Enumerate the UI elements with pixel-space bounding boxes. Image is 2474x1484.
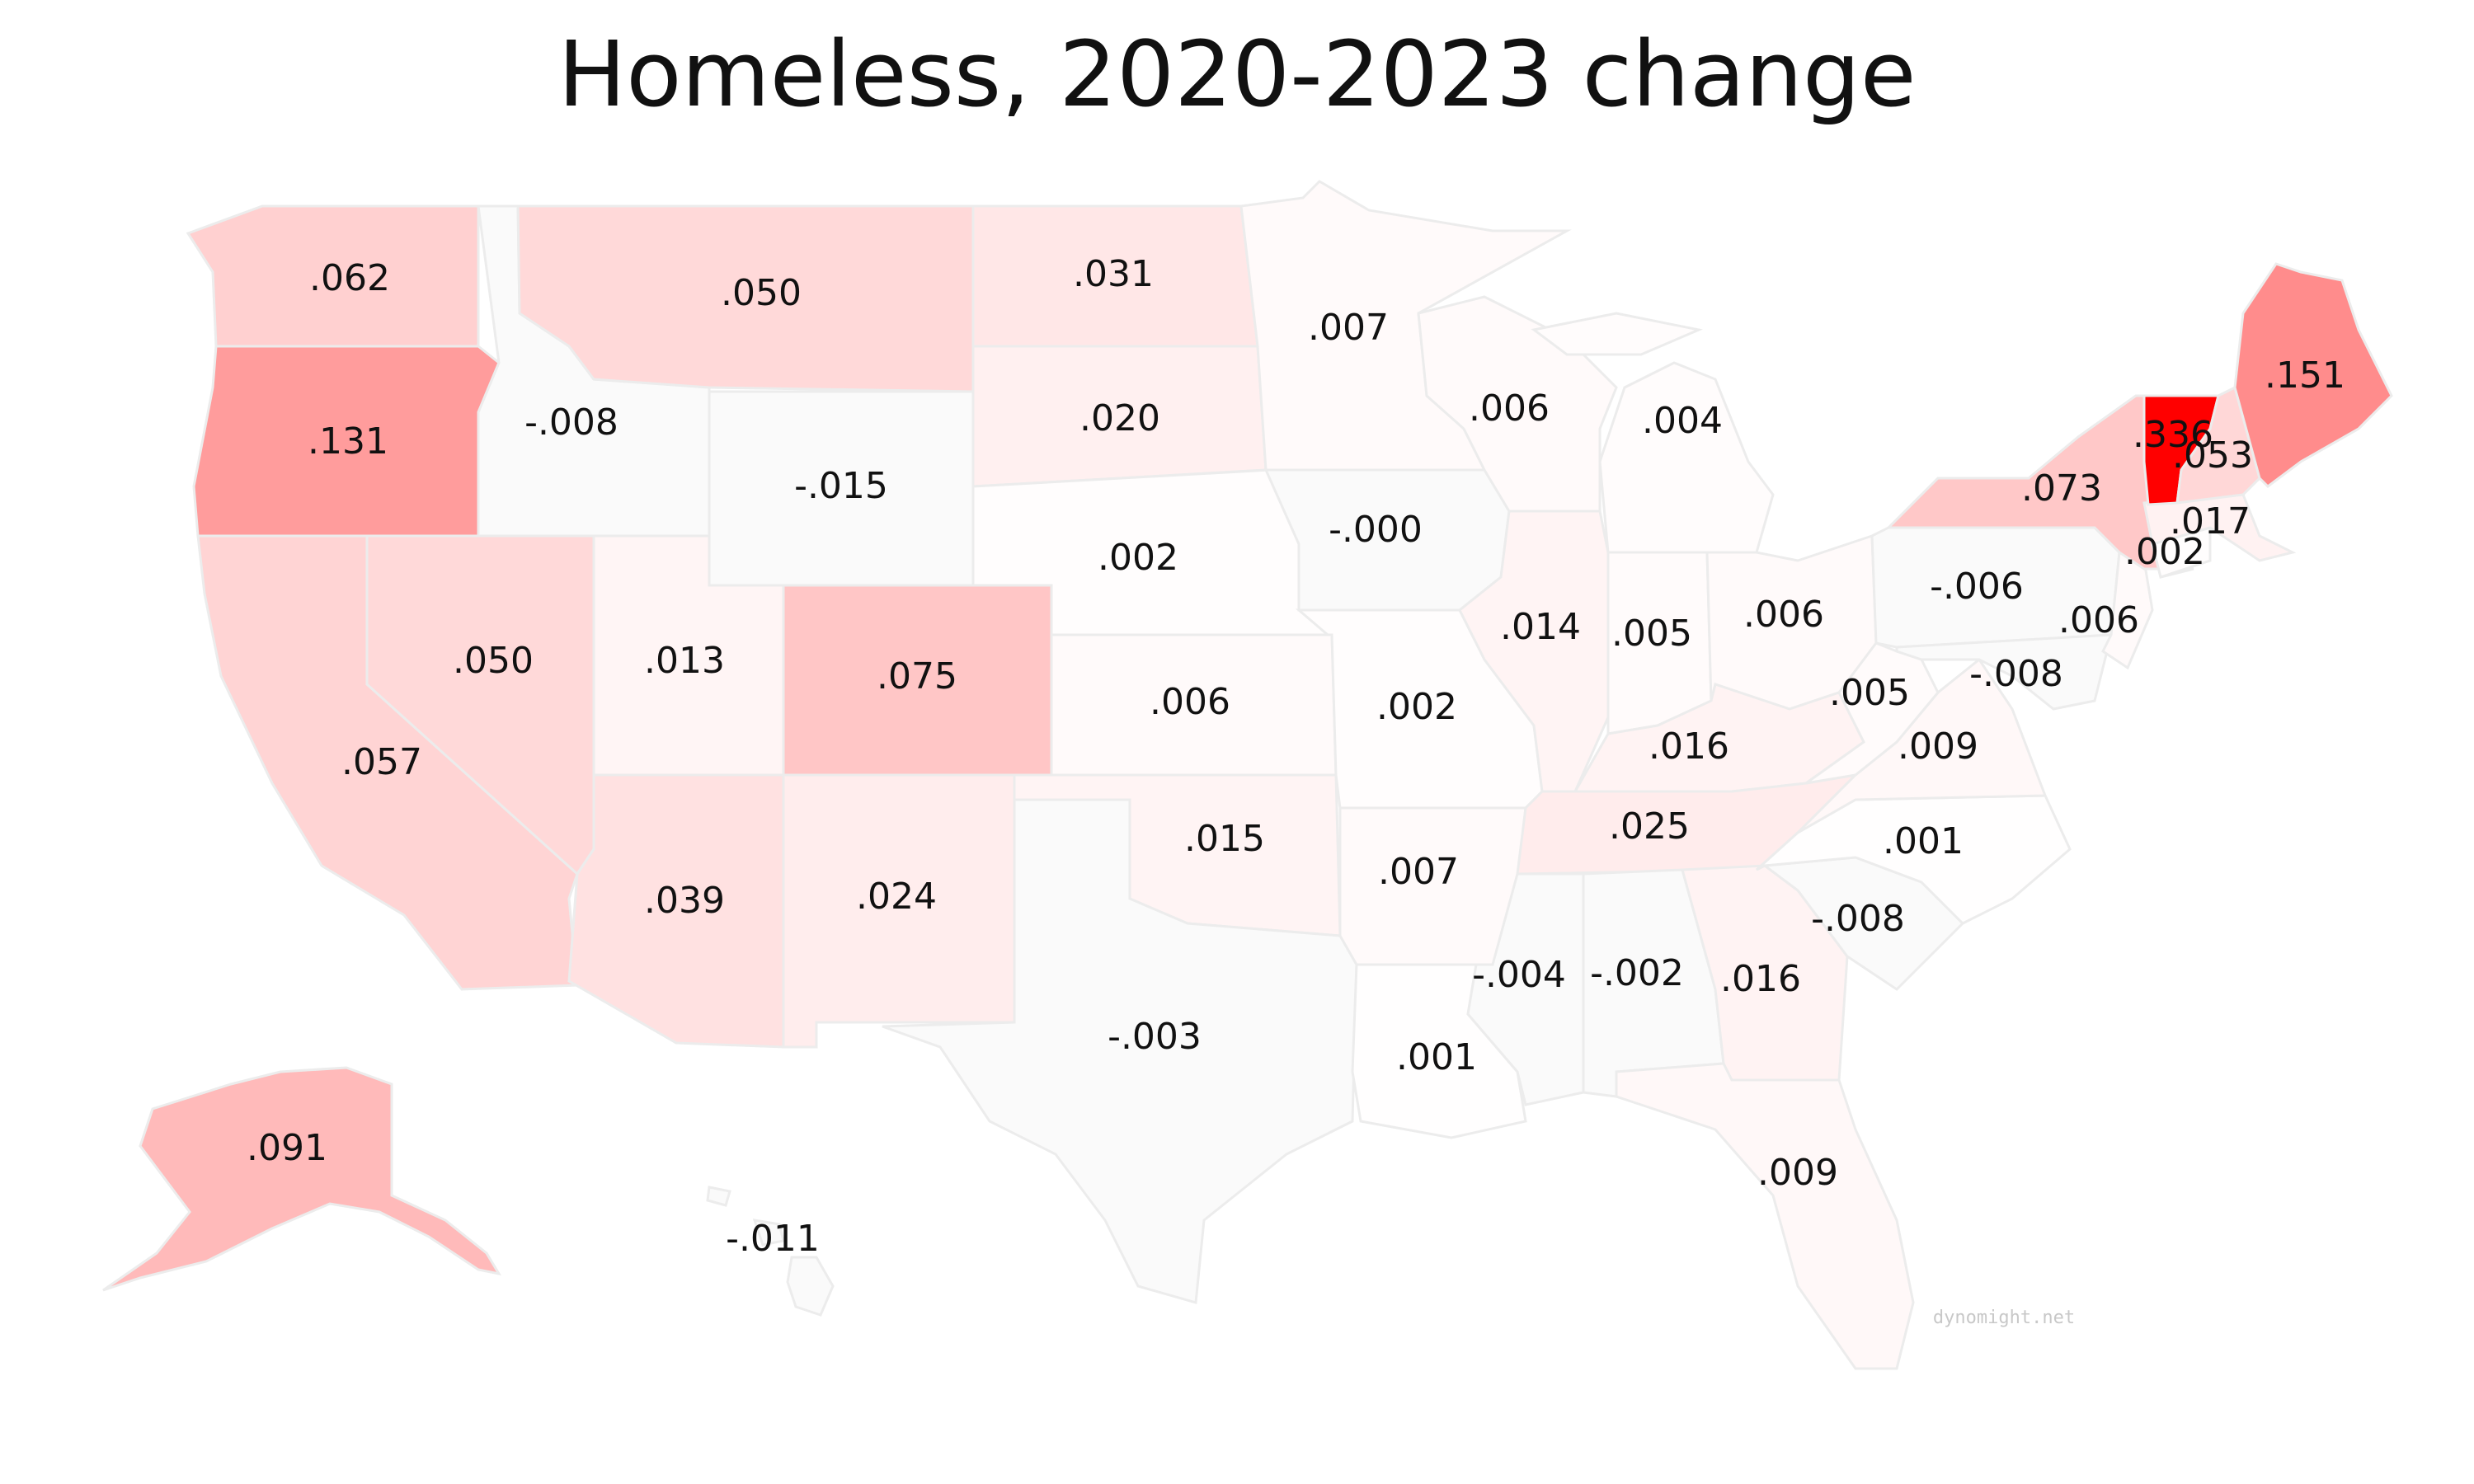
value-label-mt: .050 xyxy=(721,272,802,314)
value-label-nh: .053 xyxy=(2172,434,2253,477)
value-label-nj: .006 xyxy=(2058,599,2139,641)
value-label-co: .075 xyxy=(877,655,957,697)
state-ma xyxy=(2142,493,2297,562)
value-label-sd: .020 xyxy=(1079,397,1160,439)
value-label-ga: .016 xyxy=(1720,958,1801,1000)
state-value-labels: .062 .131 .057 -.008 .050 .050 -.015 .013 .039 .0… xyxy=(247,253,2345,1260)
value-label-ia: -.000 xyxy=(1329,509,1423,551)
value-label-ks: .006 xyxy=(1150,681,1230,723)
value-label-hi: -.011 xyxy=(726,1218,820,1260)
value-label-wv: .005 xyxy=(1829,672,1910,714)
value-label-mi: .004 xyxy=(1642,400,1723,442)
value-label-pa: -.006 xyxy=(1930,566,2024,608)
value-label-mn: .007 xyxy=(1308,307,1389,349)
value-label-nm: .024 xyxy=(856,876,937,918)
value-label-wy: -.015 xyxy=(794,465,888,507)
value-label-nc: .001 xyxy=(1883,820,1964,862)
value-label-il: .014 xyxy=(1500,606,1581,648)
value-label-ca: .057 xyxy=(341,741,422,783)
map-title: Homeless, 2020-2023 change xyxy=(557,21,1917,127)
state-md xyxy=(1895,633,2113,711)
value-label-vt: .336 xyxy=(2133,414,2213,456)
value-label-md: -.008 xyxy=(1969,653,2063,695)
value-label-ar: .007 xyxy=(1378,851,1459,893)
value-label-oh: .006 xyxy=(1743,594,1824,636)
value-label-va: .009 xyxy=(1898,726,1978,768)
state-mi xyxy=(1531,312,1775,554)
state-hi xyxy=(706,1186,835,1317)
state-tx xyxy=(882,798,1358,1304)
value-label-ne: .002 xyxy=(1098,537,1178,579)
value-label-ak: .091 xyxy=(247,1127,327,1169)
value-label-al: -.002 xyxy=(1590,952,1684,994)
value-label-sc: -.008 xyxy=(1811,898,1905,940)
state-me xyxy=(2233,262,2393,488)
value-label-ut: .013 xyxy=(644,640,725,682)
value-label-wi: .006 xyxy=(1469,387,1550,430)
value-label-nv: .050 xyxy=(453,640,534,682)
value-label-ny: .073 xyxy=(2021,467,2102,510)
value-label-ky: .016 xyxy=(1649,726,1729,768)
value-label-mo: .002 xyxy=(1376,686,1457,728)
value-label-id: -.008 xyxy=(524,402,618,444)
value-label-ma: .017 xyxy=(2170,500,2251,542)
value-label-me: .151 xyxy=(2265,355,2345,397)
value-label-tn: .025 xyxy=(1609,805,1690,848)
value-label-ok: .015 xyxy=(1184,818,1265,860)
value-label-nd: .031 xyxy=(1073,253,1154,295)
state-fl xyxy=(1615,1062,1915,1370)
value-label-la: .001 xyxy=(1396,1036,1477,1078)
value-label-or: .131 xyxy=(308,420,388,463)
value-label-ct: .002 xyxy=(2124,531,2205,573)
state-ak xyxy=(102,1066,502,1292)
value-label-wa: .062 xyxy=(309,257,390,299)
credit-text: dynomight.net xyxy=(1933,1308,2075,1328)
state-shapes xyxy=(102,180,2393,1370)
value-label-tx: -.003 xyxy=(1108,1016,1202,1058)
value-label-ms: -.004 xyxy=(1472,954,1566,996)
value-label-fl: .009 xyxy=(1757,1152,1838,1194)
value-label-in: .005 xyxy=(1611,613,1692,655)
value-label-az: .039 xyxy=(644,880,725,922)
